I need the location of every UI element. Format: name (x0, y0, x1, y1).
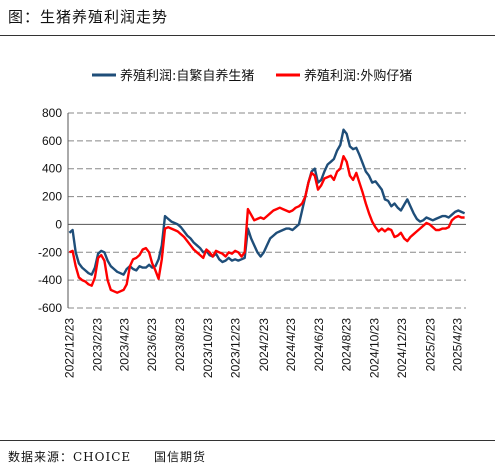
y-tick-label: -200 (38, 245, 62, 259)
legend-label: 养殖利润:自繁自养生猪 (120, 68, 254, 84)
x-tick-label: 2024/8/23 (340, 318, 354, 372)
x-tick-label: 2023/4/23 (117, 318, 131, 372)
top-rule (0, 35, 495, 36)
y-tick-label: -600 (38, 301, 62, 315)
series-line-purchased-piglets (68, 155, 465, 294)
x-tick-label: 2022/12/23 (62, 318, 76, 378)
legend: 养殖利润:自繁自养生猪 养殖利润:外购仔猪 (92, 68, 412, 84)
bottom-rule (0, 440, 495, 441)
legend-label: 养殖利润:外购仔猪 (304, 68, 412, 84)
title-bar: 图：生猪养殖利润走势 (0, 0, 495, 36)
x-tick-label: 2024/10/23 (367, 318, 381, 378)
y-tick-label: 600 (42, 134, 62, 148)
x-tick-label: 2023/8/23 (173, 318, 187, 372)
figure-title: 图：生猪养殖利润走势 (8, 8, 169, 26)
x-tick-label: 2023/10/23 (201, 318, 215, 378)
x-tick-label: 2024/4/23 (284, 318, 298, 372)
y-tick-label: -400 (38, 273, 62, 287)
y-tick-label: 0 (55, 217, 62, 231)
source-label: 数据来源：CHOICE (8, 450, 132, 464)
y-tick-label: 400 (42, 162, 62, 176)
institution-label: 国信期货 (154, 450, 207, 464)
x-tick-label: 2023/2/23 (91, 318, 105, 372)
gridlines (67, 112, 466, 309)
x-tick-label: 2023/6/23 (145, 318, 159, 372)
x-axis-ticks: 2022/12/23 2023/2/23 2023/4/23 2023/6/23 202… (62, 318, 464, 378)
y-tick-label: 800 (42, 106, 62, 120)
series-line-self-breeding (68, 128, 466, 276)
x-tick-label: 2023/12/23 (229, 318, 243, 378)
series-lines (68, 128, 466, 294)
y-axis-ticks: -600 -400 -200 0 200 400 600 800 (38, 106, 62, 315)
x-tick-label: 2025/4/23 (450, 318, 464, 372)
x-tick-label: 2024/12/23 (395, 318, 409, 378)
x-tick-label: 2024/6/23 (312, 318, 326, 372)
y-tick-label: 200 (42, 190, 62, 204)
x-tick-label: 2024/2/23 (257, 318, 271, 372)
x-tick-label: 2025/2/23 (423, 318, 437, 372)
source-note: 数据来源：CHOICE 国信期货 (8, 448, 224, 465)
